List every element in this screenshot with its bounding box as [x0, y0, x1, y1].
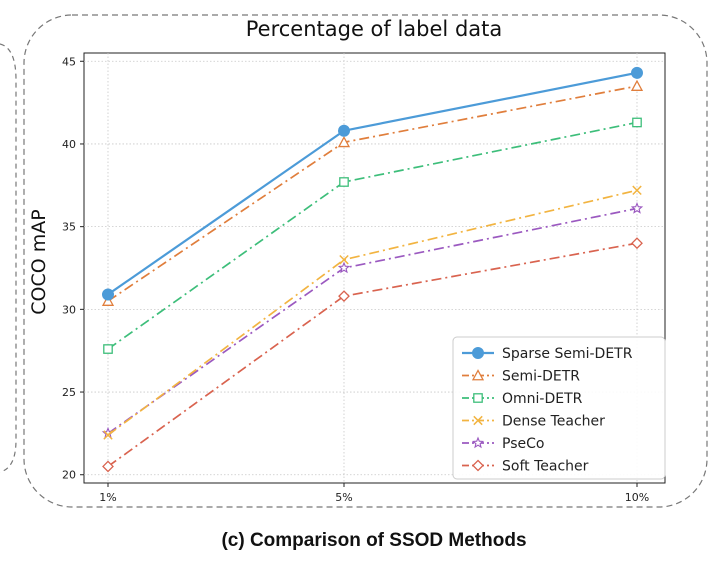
series-sparse-semi-detr	[102, 66, 643, 301]
legend-label: Soft Teacher	[502, 459, 589, 475]
legend-entry-semi-detr: Semi-DETR	[462, 369, 580, 385]
y-axis-label: COCO mAP	[28, 209, 50, 314]
y-tick-label: 40	[62, 138, 76, 151]
data-point-omni-detr	[339, 177, 349, 187]
data-point-dense-teacher	[103, 430, 113, 440]
x-tick-label: 10%	[625, 491, 649, 504]
legend-marker	[473, 415, 483, 426]
legend-marker	[473, 393, 483, 403]
legend-entry-pseco: PseCo	[462, 436, 544, 452]
data-point-soft-teacher	[631, 237, 643, 250]
series-line-soft-teacher	[107, 242, 638, 468]
legend-label: Semi-DETR	[502, 369, 580, 385]
data-point-sparse-semi-detr	[338, 124, 350, 137]
data-point-pseco	[337, 261, 351, 274]
y-tick-label: 30	[62, 303, 76, 316]
data-point-soft-teacher	[102, 460, 114, 473]
series-semi-detr	[101, 79, 644, 306]
legend-marker	[472, 347, 484, 359]
series-soft-teacher	[102, 237, 643, 473]
x-tick-label: 5%	[335, 491, 352, 504]
data-point-sparse-semi-detr	[102, 288, 114, 301]
data-point-dense-teacher	[339, 255, 349, 265]
panel-border	[23, 14, 708, 508]
x-axis-ticks: 1% 5% 10%	[99, 483, 649, 504]
legend-marker	[471, 369, 485, 381]
data-point-dense-teacher	[632, 185, 642, 195]
data-point-semi-detr	[630, 79, 644, 91]
left-panel-border	[0, 43, 17, 473]
legend-entry-dense-teacher: Dense Teacher	[462, 414, 605, 430]
legend-label: Omni-DETR	[502, 391, 583, 407]
series-dense-teacher	[103, 185, 642, 440]
legend: Sparse Semi-DETR Semi-DETR Omni-DETR Dense …	[452, 336, 666, 480]
legend-label: Dense Teacher	[502, 414, 605, 430]
data-point-semi-detr	[337, 135, 351, 148]
y-axis-ticks: 20 25 30 35 40 45	[62, 55, 84, 482]
legend-label: PseCo	[502, 436, 544, 452]
y-tick-label: 45	[62, 55, 76, 68]
y-tick-label: 35	[62, 221, 76, 234]
data-point-omni-detr	[103, 344, 113, 354]
legend-marker	[471, 436, 485, 449]
data-point-omni-detr	[632, 117, 642, 128]
figure-caption: (c) Comparison of SSOD Methods	[221, 530, 526, 551]
data-point-semi-detr	[101, 294, 115, 306]
legend-entry-soft-teacher: Soft Teacher	[462, 459, 589, 475]
series-group	[101, 66, 644, 473]
y-tick-label: 25	[62, 386, 76, 399]
legend-label: Sparse Semi-DETR	[502, 346, 633, 362]
legend-entry-omni-detr: Omni-DETR	[462, 391, 583, 407]
series-line-dense-teacher	[107, 189, 638, 436]
legend-entry-sparse-semi-detr: Sparse Semi-DETR	[462, 346, 633, 362]
data-point-pseco	[630, 201, 644, 214]
y-tick-label: 20	[62, 469, 76, 482]
data-point-soft-teacher	[338, 290, 350, 303]
data-point-sparse-semi-detr	[631, 66, 643, 79]
series-omni-detr	[103, 117, 642, 354]
legend-box	[452, 336, 666, 480]
x-tick-label: 1%	[99, 491, 116, 504]
legend-marker	[472, 459, 484, 472]
chart-title: Percentage of label data	[246, 17, 503, 41]
